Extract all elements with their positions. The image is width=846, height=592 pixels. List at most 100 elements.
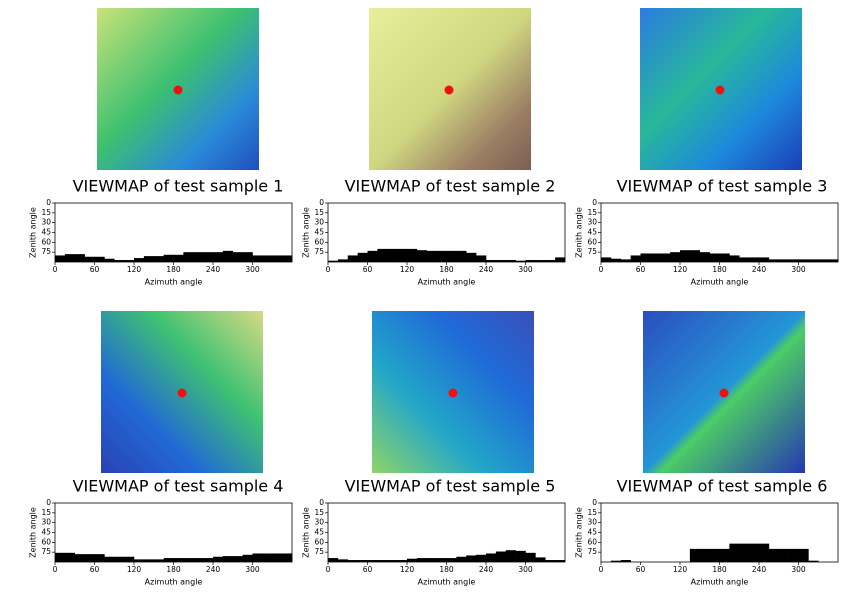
x-tick-label: 300 xyxy=(791,565,806,574)
x-tick-label: 180 xyxy=(166,565,181,574)
bar xyxy=(601,257,612,262)
bar xyxy=(124,260,135,262)
bar xyxy=(505,550,516,562)
bar xyxy=(798,259,809,262)
x-tick-label: 300 xyxy=(518,265,533,274)
x-axis-label: Azimuth angle xyxy=(145,278,203,287)
bar xyxy=(759,543,770,562)
x-tick-label: 300 xyxy=(245,565,260,574)
y-tick-label: 15 xyxy=(41,208,51,217)
y-tick-label: 75 xyxy=(41,247,51,256)
bar xyxy=(778,548,789,562)
bar xyxy=(495,260,507,262)
bar xyxy=(808,560,819,562)
x-axis-label: Azimuth angle xyxy=(145,578,203,587)
bar xyxy=(183,252,194,262)
bar xyxy=(739,543,750,562)
x-tick-label: 60 xyxy=(363,565,373,574)
x-tick-label: 180 xyxy=(712,265,727,274)
x-tick-label: 300 xyxy=(245,265,260,274)
bar xyxy=(407,558,418,562)
bar xyxy=(535,557,546,562)
x-tick-label: 60 xyxy=(636,565,646,574)
bar xyxy=(689,250,701,262)
bar xyxy=(347,560,358,562)
bar xyxy=(535,260,546,262)
x-tick-label: 0 xyxy=(53,265,58,274)
bar xyxy=(357,252,368,262)
bar xyxy=(94,554,105,562)
bar xyxy=(749,543,760,562)
bar xyxy=(114,260,125,262)
bar xyxy=(367,250,378,262)
bar xyxy=(436,250,447,262)
bar xyxy=(55,255,66,262)
y-tick-label: 0 xyxy=(319,198,324,207)
bar xyxy=(213,252,224,262)
bar xyxy=(173,558,184,562)
y-tick-label: 0 xyxy=(592,198,597,207)
bar xyxy=(456,250,467,262)
bar xyxy=(347,255,358,262)
x-tick-label: 180 xyxy=(712,565,727,574)
bar xyxy=(515,260,526,262)
bar xyxy=(64,254,76,262)
y-tick-label: 30 xyxy=(314,518,324,527)
bar xyxy=(173,254,184,262)
plot-frame xyxy=(600,202,839,263)
y-tick-label: 0 xyxy=(46,498,51,507)
plot-frame xyxy=(54,202,293,263)
y-tick-label: 45 xyxy=(314,528,324,537)
y-tick-label: 45 xyxy=(314,228,324,237)
x-tick-label: 60 xyxy=(90,565,100,574)
bar xyxy=(232,556,243,562)
bar xyxy=(387,248,398,262)
x-tick-label: 300 xyxy=(518,565,533,574)
bar xyxy=(545,260,556,262)
bar xyxy=(397,248,408,262)
x-axis-label: Azimuth angle xyxy=(691,578,749,587)
bar xyxy=(476,554,487,562)
y-tick-label: 75 xyxy=(314,547,324,556)
bar xyxy=(84,554,95,562)
bar xyxy=(74,254,85,262)
sample-point xyxy=(448,388,458,398)
sample-point xyxy=(715,85,725,95)
y-tick-label: 60 xyxy=(41,237,51,246)
chart-title: VIEWMAP of test sample 2 xyxy=(345,177,556,196)
bar xyxy=(252,553,263,562)
y-axis-label: Zenith angle xyxy=(302,207,311,258)
bar xyxy=(828,259,839,262)
bar xyxy=(545,560,556,562)
bar xyxy=(203,252,214,262)
bar xyxy=(525,552,536,562)
bar xyxy=(163,254,174,262)
bar xyxy=(446,558,457,562)
sample-point xyxy=(177,388,187,398)
chart-title: VIEWMAP of test sample 6 xyxy=(617,477,828,496)
y-tick-label: 75 xyxy=(314,247,324,256)
bar xyxy=(153,256,164,262)
y-tick-label: 60 xyxy=(587,237,597,246)
bar xyxy=(729,255,740,262)
bar xyxy=(788,259,799,262)
bar xyxy=(328,558,339,562)
y-tick-label: 30 xyxy=(587,218,597,227)
bar xyxy=(798,548,809,562)
bar xyxy=(719,253,730,262)
bar xyxy=(397,560,408,562)
bar xyxy=(699,252,710,262)
bar xyxy=(143,256,155,262)
x-tick-label: 120 xyxy=(673,565,688,574)
bar xyxy=(739,257,750,262)
bar xyxy=(367,560,378,562)
x-tick-label: 180 xyxy=(166,265,181,274)
y-tick-label: 0 xyxy=(592,498,597,507)
y-tick-label: 45 xyxy=(587,528,597,537)
bar xyxy=(778,259,789,262)
bar xyxy=(610,258,622,262)
bar xyxy=(282,553,293,562)
y-tick-label: 15 xyxy=(314,208,324,217)
y-tick-label: 30 xyxy=(314,218,324,227)
x-tick-label: 240 xyxy=(206,565,221,574)
